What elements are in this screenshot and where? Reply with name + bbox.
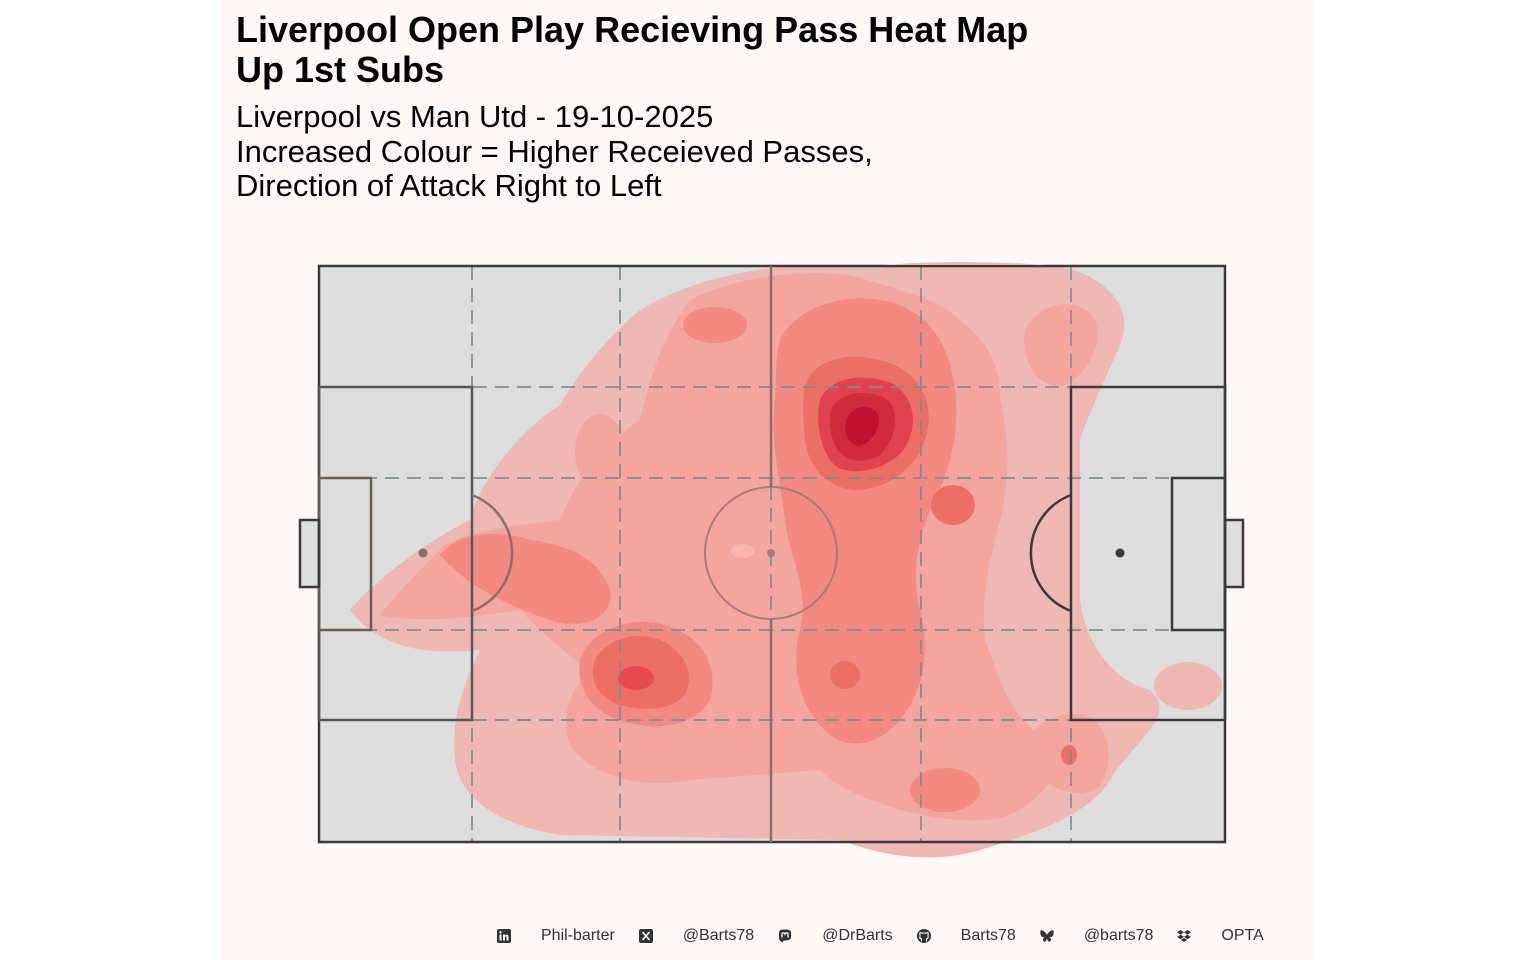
pitch-markings [298, 264, 1245, 844]
subtitle-line-3: Direction of Attack Right to Left [236, 168, 662, 203]
bluesky-icon[interactable] [1038, 927, 1056, 945]
dropbox-icon[interactable] [1175, 927, 1193, 945]
heat-density-layers [350, 266, 1222, 858]
mastodon-handle[interactable]: @DrBarts [822, 927, 893, 944]
right-penalty-arc [1029, 493, 1072, 613]
right-goal [1223, 518, 1245, 589]
heat-level-3-bottom [910, 768, 980, 812]
title-line-1: Liverpool Open Play Recieving Pass Heat … [236, 9, 1029, 50]
left-penalty-spot [418, 548, 428, 558]
credits-footer: Phil-barter @Barts78 @DrBarts Barts78 @b… [495, 924, 1264, 948]
left-goal [298, 518, 321, 589]
heat-level-3 [440, 533, 611, 624]
bluesky-handle[interactable]: @barts78 [1083, 927, 1154, 944]
github-icon[interactable] [915, 927, 933, 945]
github-handle[interactable]: Barts78 [960, 927, 1016, 944]
heat-level-1-blob [1154, 662, 1222, 710]
mastodon-icon[interactable] [776, 927, 794, 945]
title-line-2: Up 1st Subs [236, 49, 445, 90]
x-twitter-icon[interactable] [637, 927, 655, 945]
heat-level-4-mid [830, 661, 860, 689]
heat-level-2-right-top [1024, 303, 1098, 386]
heat-level-4-bottom-right [1061, 745, 1077, 765]
heat-level-5-left-bottom [618, 666, 654, 690]
left-penalty-arc [471, 493, 514, 613]
right-penalty-spot [1115, 548, 1125, 558]
heat-level-3-centre [731, 544, 755, 558]
heat-level-2-left-mid [575, 414, 625, 490]
chart-subtitle: Liverpool vs Man Utd - 19-10-2025 Increa… [236, 99, 873, 204]
x-handle[interactable]: @Barts78 [682, 927, 755, 944]
heat-level-3-top-left [683, 307, 747, 343]
data-source: OPTA [1221, 927, 1264, 944]
heat-level-1-overflow [884, 262, 1047, 265]
heat-level-4-right [931, 485, 975, 525]
subtitle-line-2: Increased Colour = Higher Receieved Pass… [236, 133, 873, 169]
subtitle-line-1: Liverpool vs Man Utd - 19-10-2025 [236, 99, 714, 134]
linkedin-handle[interactable]: Phil-barter [541, 927, 615, 944]
heat-level-7 [845, 406, 879, 446]
linkedin-icon[interactable] [495, 927, 513, 945]
chart-title: Liverpool Open Play Recieving Pass Heat … [236, 10, 1028, 90]
